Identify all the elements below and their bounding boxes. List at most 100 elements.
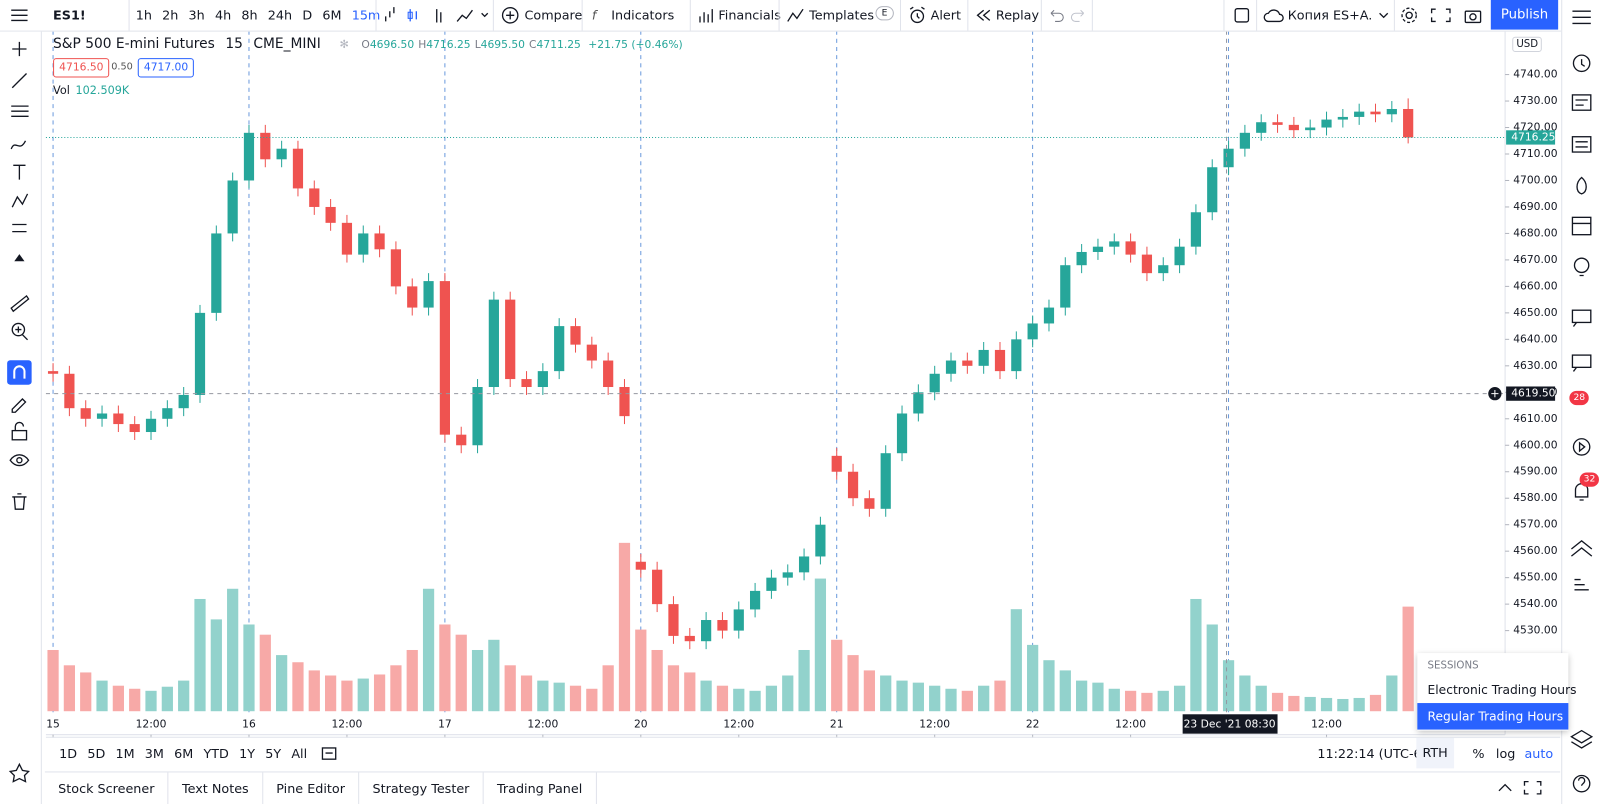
crosshair-plus-sign	[1491, 390, 1499, 398]
chart-type-icons[interactable]	[380, 5, 492, 25]
candle-body	[733, 609, 744, 631]
volume-bar	[1010, 609, 1022, 712]
range[interactable]: 5Y	[265, 745, 282, 762]
candle-body	[1141, 254, 1153, 274]
volume-bar	[324, 675, 337, 712]
interval[interactable]: 2h	[162, 7, 179, 23]
percent[interactable]: %	[1472, 745, 1485, 762]
candle-body	[766, 577, 777, 591]
ohlc-value: 4695.50	[480, 38, 525, 52]
tab[interactable]: Stock Screener	[45, 772, 169, 804]
candle-body	[847, 471, 859, 499]
volume-bar	[863, 670, 875, 712]
compare[interactable]: Compare	[524, 7, 583, 23]
volume-bar	[1271, 692, 1284, 712]
volume-bar	[716, 685, 729, 712]
candle-body	[488, 299, 499, 388]
widgets[interactable]	[1562, 0, 1600, 804]
candle-body	[1272, 122, 1283, 125]
checkbox[interactable]	[1234, 7, 1250, 23]
tab[interactable]: Trading Panel	[484, 772, 597, 804]
layout-name[interactable]: Копия ES+A...	[1287, 7, 1372, 23]
separator	[778, 0, 780, 31]
session-option[interactable]: Electronic Trading Hours	[1427, 682, 1577, 697]
y-tick-label: 4550.00	[1513, 571, 1557, 584]
session[interactable]: RTH	[1416, 737, 1454, 769]
crosshair-time-label: 23 Dec '21 08:30	[1184, 717, 1276, 730]
panel-controls[interactable]	[1496, 780, 1547, 796]
candle-body	[358, 233, 369, 255]
tab[interactable]: Text Notes	[169, 772, 263, 804]
interval[interactable]: 15m	[351, 7, 381, 23]
session-option[interactable]: Regular Trading Hours	[1417, 703, 1569, 730]
y-tick-label: 4570.00	[1513, 518, 1557, 531]
range[interactable]: YTD	[203, 745, 229, 762]
indicators[interactable]: Indicators	[611, 7, 675, 23]
ask[interactable]: 4717.00	[137, 58, 195, 78]
range[interactable]: 1M	[115, 745, 135, 762]
goto-date[interactable]	[321, 746, 337, 760]
settings-icons[interactable]	[1400, 5, 1482, 25]
financials[interactable]: Financials	[718, 7, 781, 23]
y-tick-label: 4530.00	[1513, 624, 1557, 637]
range[interactable]: 1Y	[239, 745, 256, 762]
volume-value: 102.509K	[75, 83, 130, 97]
volume-bar	[471, 649, 484, 712]
range[interactable]: 6M	[174, 745, 194, 762]
volume-bar	[63, 665, 75, 712]
candle-body	[1207, 167, 1218, 213]
separator	[899, 0, 902, 31]
log[interactable]: log	[1495, 745, 1516, 762]
tab[interactable]: Strategy Tester	[359, 772, 484, 804]
volume-bar	[700, 680, 712, 712]
volume-bar	[537, 680, 549, 712]
candle-body	[831, 455, 842, 472]
interval[interactable]: 3h	[188, 7, 205, 23]
candle-body	[1403, 108, 1414, 138]
candle-body	[701, 620, 712, 642]
volume-bar	[1288, 695, 1300, 712]
interval[interactable]: 24h	[267, 7, 293, 23]
symbol[interactable]: ES1!	[53, 7, 86, 23]
replay[interactable]: Replay	[995, 7, 1040, 23]
bid[interactable]: 4716.50	[53, 58, 110, 78]
candle-body	[635, 561, 646, 570]
candle-body	[439, 281, 450, 435]
x-tick-label: 12:00	[919, 717, 950, 730]
dropdown[interactable]	[1378, 10, 1390, 20]
separator	[128, 0, 130, 31]
tab[interactable]: Pine Editor	[263, 772, 360, 804]
candle-body	[815, 524, 826, 557]
range[interactable]: 3M	[144, 745, 164, 762]
range[interactable]: 1D	[59, 745, 78, 762]
separator	[1256, 0, 1258, 31]
range[interactable]: All	[291, 745, 308, 762]
x-tick-label: 12:00	[1311, 717, 1342, 730]
exchange: CME_MINI	[253, 35, 321, 53]
auto[interactable]: auto	[1524, 745, 1554, 762]
y-tick-label: 4710.00	[1513, 147, 1557, 160]
publish-button[interactable]: Publish	[1490, 0, 1559, 30]
interval[interactable]: 4h	[214, 7, 232, 23]
volume-bar	[961, 690, 973, 712]
alert[interactable]: Alert	[930, 7, 961, 23]
volume-bar	[880, 675, 892, 712]
interval[interactable]: 6M	[322, 7, 342, 23]
drawing-tools[interactable]	[0, 32, 41, 804]
interval[interactable]: 8h	[241, 7, 258, 23]
menu-icon[interactable]	[10, 8, 28, 22]
separator	[689, 0, 691, 31]
earnings[interactable]: E	[875, 6, 894, 21]
range[interactable]: 5D	[87, 745, 106, 762]
ohlc-value: 4696.50	[369, 38, 415, 52]
compare-icon[interactable]	[501, 6, 519, 24]
undo-redo[interactable]	[1047, 7, 1088, 23]
candle-body	[782, 572, 793, 578]
templates[interactable]: Templates	[809, 7, 875, 23]
interval[interactable]: 1h	[135, 7, 152, 23]
clock: 11:22:14 (UTC-6)	[1317, 745, 1427, 762]
y-tick-label: 4730.00	[1513, 94, 1557, 107]
currency[interactable]: USD	[1512, 36, 1543, 53]
interval[interactable]: D	[302, 7, 313, 23]
separator	[375, 0, 377, 31]
